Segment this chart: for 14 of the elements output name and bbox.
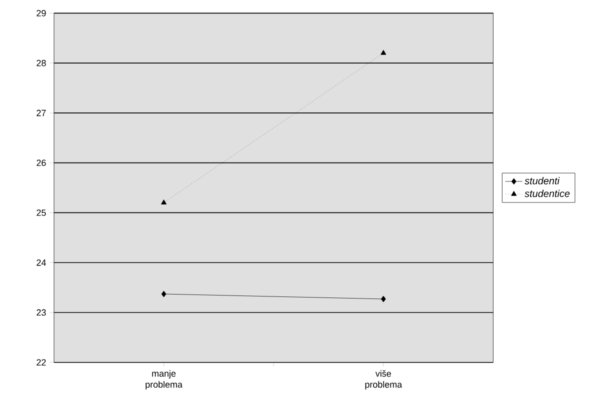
- x-tick-label: više problema: [365, 370, 402, 390]
- point: [161, 290, 166, 298]
- y-tick-label: 29: [36, 10, 46, 16]
- legend-label: studentice: [524, 190, 570, 198]
- x-tick-label: manje problema: [146, 370, 182, 390]
- legend-label: studenti: [524, 177, 560, 184]
- y-tick-label: 24: [36, 259, 46, 266]
- y-tick-label: 28: [36, 60, 46, 66]
- y-tick-label: 23: [36, 309, 46, 316]
- y-tick-label: 27: [36, 110, 46, 116]
- y-tick-label: 25: [36, 210, 46, 216]
- y-tick-label: 22: [36, 359, 46, 366]
- y-tick-label: 26: [36, 160, 46, 166]
- point: [380, 296, 386, 302]
